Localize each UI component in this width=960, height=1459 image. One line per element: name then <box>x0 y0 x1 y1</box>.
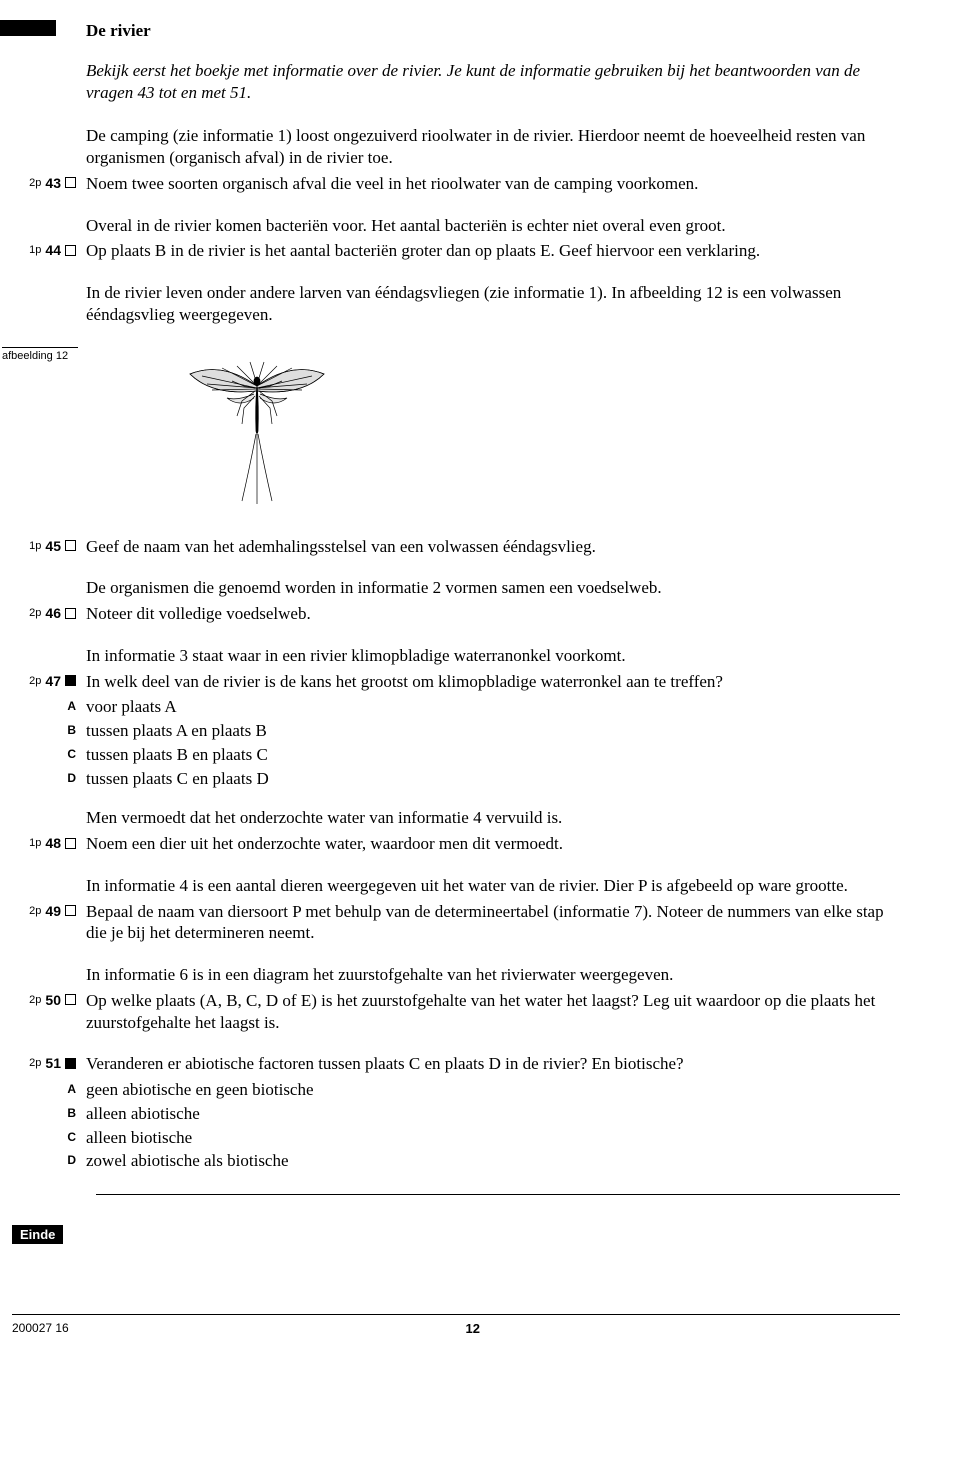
q46-text: Noteer dit volledige voedselweb. <box>86 603 900 625</box>
q45-marker: 1p 45 <box>29 538 76 554</box>
q43-marker: 2p 43 <box>29 175 76 191</box>
intro-text: Bekijk eerst het boekje met informatie o… <box>86 60 900 104</box>
q48-text: Noem een dier uit het onderzochte water,… <box>86 833 900 855</box>
pretext-43: De camping (zie informatie 1) loost onge… <box>86 125 900 169</box>
opt-letter: B <box>0 1103 86 1125</box>
pretext-47: In informatie 3 staat waar in een rivier… <box>86 645 900 667</box>
q47-text: In welk deel van de rivier is de kans he… <box>86 671 900 693</box>
footer: 200027 16 12 <box>12 1314 900 1336</box>
pretext-49: In informatie 4 is een aantal dieren wee… <box>86 875 900 897</box>
pretext-48: Men vermoedt dat het onderzochte water v… <box>86 807 900 829</box>
q47-opt-b: tussen plaats A en plaats B <box>86 720 900 742</box>
q47-opt-a: voor plaats A <box>86 696 900 718</box>
fig-pretext: In de rivier leven onder andere larven v… <box>86 282 900 326</box>
q49-text: Bepaal de naam van diersoort P met behul… <box>86 901 900 945</box>
section-marker <box>0 20 56 36</box>
q44-marker: 1p 44 <box>29 242 76 258</box>
opt-letter: A <box>0 1079 86 1101</box>
q51-opt-c: alleen biotische <box>86 1127 900 1149</box>
footer-code: 200027 16 <box>12 1321 69 1336</box>
opt-letter: C <box>0 1127 86 1149</box>
opt-letter: A <box>0 696 86 718</box>
q49-marker: 2p 49 <box>29 903 76 919</box>
q43-text: Noem twee soorten organisch afval die ve… <box>86 173 900 195</box>
q47-opt-d: tussen plaats C en plaats D <box>86 768 900 790</box>
opt-letter: D <box>0 1150 86 1172</box>
pretext-44: Overal in de rivier komen bacteriën voor… <box>86 215 900 237</box>
pretext-50: In informatie 6 is in een diagram het zu… <box>86 964 900 986</box>
pretext-46: De organismen die genoemd worden in info… <box>86 577 900 599</box>
q46-marker: 2p 46 <box>29 605 76 621</box>
einde-badge: Einde <box>12 1225 63 1244</box>
figure-label: afbeelding 12 <box>2 347 78 362</box>
footer-page: 12 <box>466 1321 480 1336</box>
section-title: De rivier <box>86 20 900 42</box>
q45-text: Geef de naam van het ademhalingsstelsel … <box>86 536 900 558</box>
opt-letter: B <box>0 720 86 742</box>
q47-opt-c: tussen plaats B en plaats C <box>86 744 900 766</box>
mayfly-icon <box>182 346 332 506</box>
q50-marker: 2p 50 <box>29 992 76 1008</box>
end-rule <box>96 1194 900 1195</box>
q51-opt-d: zowel abiotische als biotische <box>86 1150 900 1172</box>
opt-letter: D <box>0 768 86 790</box>
q44-text: Op plaats B in de rivier is het aantal b… <box>86 240 900 262</box>
q51-text: Veranderen er abiotische factoren tussen… <box>86 1053 900 1075</box>
q51-marker: 2p 51 <box>29 1055 76 1071</box>
q48-marker: 1p 48 <box>29 835 76 851</box>
q51-opt-b: alleen abiotische <box>86 1103 900 1125</box>
q51-opt-a: geen abiotische en geen biotische <box>86 1079 900 1101</box>
q47-marker: 2p 47 <box>29 673 76 689</box>
opt-letter: C <box>0 744 86 766</box>
q50-text: Op welke plaats (A, B, C, D of E) is het… <box>86 990 900 1034</box>
